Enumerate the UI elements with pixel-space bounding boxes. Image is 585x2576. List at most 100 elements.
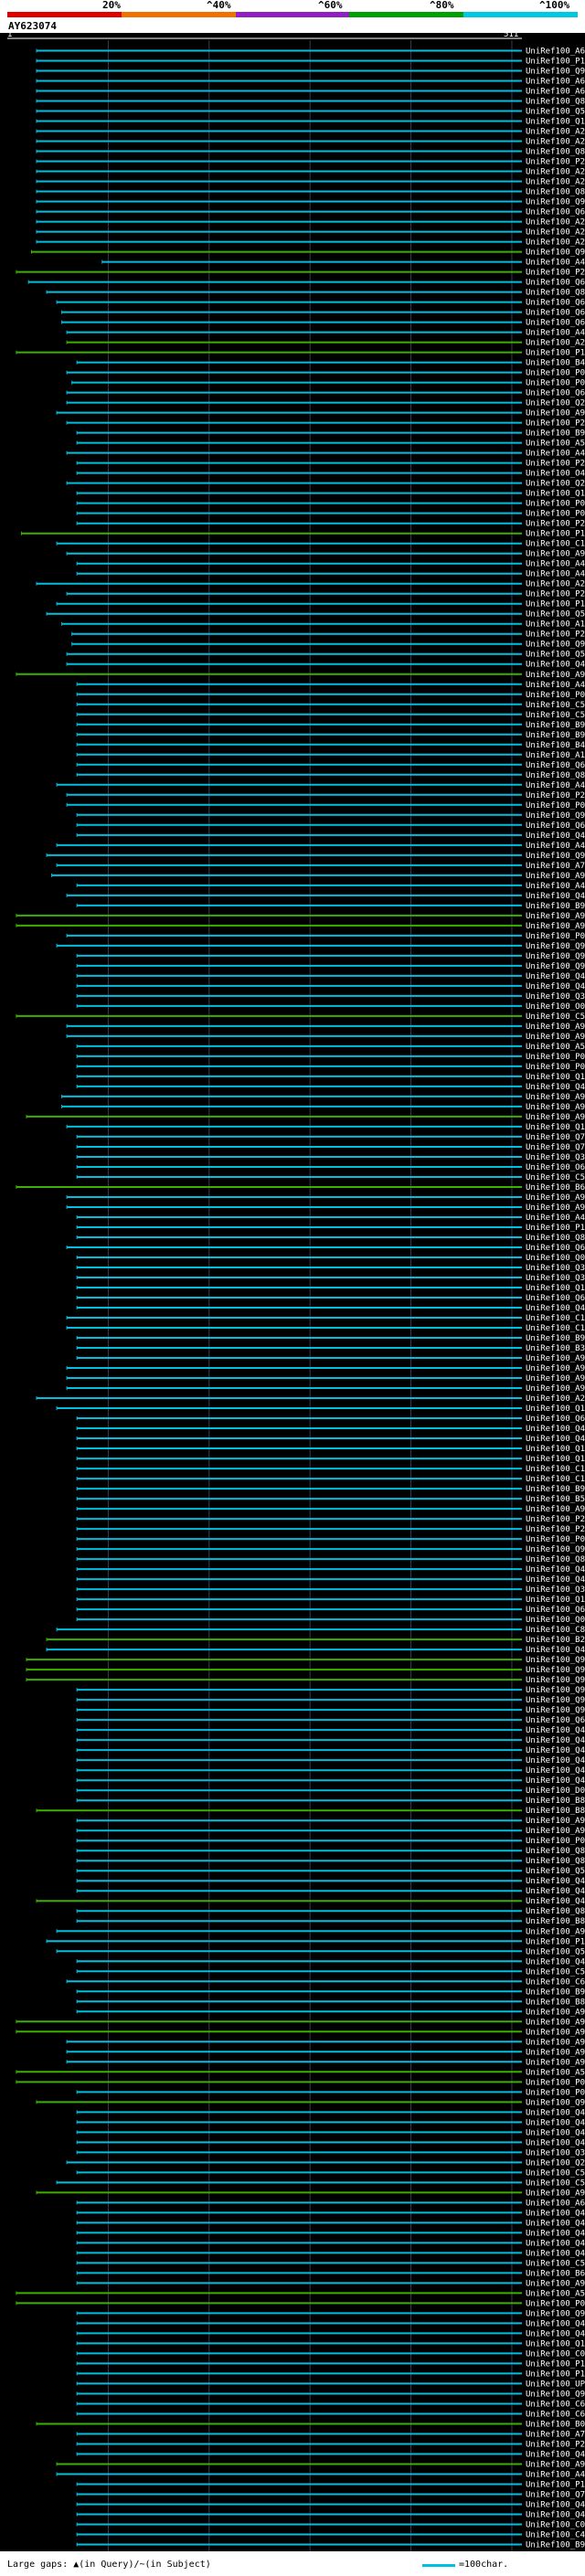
hit-label[interactable]: UniRef100_Q64442 — [526, 1294, 585, 1303]
hit-label[interactable]: UniRef100_Q39768 — [526, 992, 585, 1002]
hit-label[interactable]: UniRef100_A9NL12 — [526, 1203, 585, 1213]
hit-label[interactable]: UniRef100_A4QPK6 — [526, 560, 585, 569]
hit-label[interactable]: UniRef100_Q40961 — [526, 661, 585, 670]
hit-label[interactable]: UniRef100_A4QPK8 — [526, 329, 585, 338]
hit-label[interactable]: UniRef100_A9NG15 — [526, 1827, 585, 1836]
hit-label[interactable]: UniRef100_Q64443 — [526, 1606, 585, 1615]
hit-label[interactable]: UniRef100_Q8LK60 — [526, 771, 585, 780]
hit-label[interactable]: UniRef100_Q40857 — [526, 2450, 585, 2459]
hit-label[interactable]: UniRef100_P27490 — [526, 1515, 585, 1524]
hit-label[interactable]: UniRef100_Q4VY61 — [526, 2219, 585, 2228]
hit-label[interactable]: UniRef100_A2SY35 — [526, 168, 585, 177]
hit-label[interactable]: UniRef100_A4QPK4 — [526, 570, 585, 579]
hit-label[interactable]: UniRef100_A9RBQ5 — [526, 1817, 585, 1826]
hit-label[interactable]: UniRef100_Q40956 — [526, 972, 585, 981]
hit-label[interactable]: UniRef100_Q41423 — [526, 2329, 585, 2338]
hit-label[interactable]: UniRef100_Q7X5P5 — [526, 1143, 585, 1152]
hit-label[interactable]: UniRef100_Q1WLW0 — [526, 118, 585, 127]
hit-label[interactable]: UniRef100_P04780 — [526, 500, 585, 509]
hit-label[interactable]: UniRef100_Q64450 — [526, 299, 585, 308]
hit-label[interactable]: UniRef100_P04782 — [526, 379, 585, 388]
hit-label[interactable]: UniRef100_A9NFD6 — [526, 1093, 585, 1102]
hit-label[interactable]: UniRef100_P12332 — [526, 2480, 585, 2489]
hit-label[interactable]: UniRef100_Q9XF73 — [526, 1676, 585, 1685]
hit-label[interactable]: UniRef100_A4QP13 — [526, 2470, 585, 2479]
hit-label[interactable]: UniRef100_Q67TG5 — [526, 1716, 585, 1725]
hit-label[interactable]: UniRef100_Q40831 — [526, 1897, 585, 1906]
hit-label[interactable]: UniRef100_Q4VY52 — [526, 892, 585, 901]
hit-label[interactable]: UniRef100_C5X0B3 — [526, 2168, 585, 2178]
hit-label[interactable]: UniRef100_A2S947 — [526, 128, 585, 137]
hit-label[interactable]: UniRef100_Q4VY59 — [526, 2229, 585, 2238]
hit-label[interactable]: UniRef100_A2SY45 — [526, 239, 585, 248]
hit-label[interactable]: UniRef100_Q2XTE6 — [526, 480, 585, 489]
hit-label[interactable]: UniRef100_Q41787 — [526, 1957, 585, 1966]
hit-label[interactable]: UniRef100_B8XLF1 — [526, 1797, 585, 1806]
hit-label[interactable]: UniRef100_Q41422 — [526, 2118, 585, 2127]
hit-label[interactable]: UniRef100_A6N154 — [526, 2199, 585, 2208]
hit-label[interactable]: UniRef100_P07371 — [526, 1535, 585, 1544]
hit-label[interactable]: UniRef100_A2SY34 — [526, 1394, 585, 1404]
hit-label[interactable]: UniRef100_B6T1M1 — [526, 1183, 585, 1193]
hit-label[interactable]: UniRef100_B4FUA1 — [526, 359, 585, 368]
hit-label[interactable]: UniRef100_A9P5K2 — [526, 1505, 585, 1514]
hit-label[interactable]: UniRef100_Q93X94 — [526, 1545, 585, 1554]
hit-label[interactable]: UniRef100_A4QPL1 — [526, 259, 585, 268]
hit-label[interactable]: UniRef100_Q4VY60 — [526, 2500, 585, 2509]
hit-label[interactable]: UniRef100_Q9SHR7 — [526, 1696, 585, 1705]
hit-label[interactable]: UniRef100_Q67TH0 — [526, 1244, 585, 1253]
hit-label[interactable]: UniRef100_C4L2S1 — [526, 2530, 585, 2539]
hit-label[interactable]: UniRef100_B5U419 — [526, 1495, 585, 1504]
hit-label[interactable]: UniRef100_Q04437 — [526, 1254, 585, 1263]
hit-label[interactable]: UniRef100_P12331 — [526, 1937, 585, 1946]
hit-label[interactable]: UniRef100_P04779 — [526, 2088, 585, 2097]
hit-label[interactable]: UniRef100_C5TLM4 — [526, 1012, 585, 1022]
hit-label[interactable]: UniRef100_B9GSZ2 — [526, 731, 585, 740]
hit-label[interactable]: UniRef100_A9NMM9 — [526, 1927, 585, 1936]
hit-label[interactable]: UniRef100_Q67TH7 — [526, 1415, 585, 1424]
hit-label[interactable]: UniRef100_A2SY44 — [526, 228, 585, 238]
hit-label[interactable]: UniRef100_A5BPB2 — [526, 1043, 585, 1052]
hit-label[interactable]: UniRef100_P06671 — [526, 801, 585, 811]
hit-label[interactable]: UniRef100_A6L270 — [526, 78, 585, 87]
hit-label[interactable]: UniRef100_A9NZL0 — [526, 1364, 585, 1373]
hit-label[interactable]: UniRef100_P06221 — [526, 691, 585, 700]
hit-label[interactable]: UniRef100_C0PQV4 — [526, 2349, 585, 2359]
hit-label[interactable]: UniRef100_A2SY36 — [526, 178, 585, 187]
hit-label[interactable]: UniRef100_Q9SFU8 — [526, 811, 585, 821]
hit-label[interactable]: UniRef100_C5YFT7 — [526, 1173, 585, 1182]
hit-label[interactable]: UniRef100_P04783 — [526, 510, 585, 519]
hit-label[interactable]: UniRef100_Q4VY50 — [526, 1575, 585, 1585]
hit-label[interactable]: UniRef100_A9NPZ2 — [526, 1023, 585, 1032]
hit-label[interactable]: UniRef100_A9PF87 — [526, 2028, 585, 2037]
hit-label[interactable]: UniRef100_Q39713 — [526, 2148, 585, 2157]
hit-label[interactable]: UniRef100_C1LZL2 — [526, 540, 585, 549]
hit-label[interactable]: UniRef100_Q4VY56 — [526, 1425, 585, 1434]
hit-label[interactable]: UniRef100_A2SY48 — [526, 138, 585, 147]
hit-label[interactable]: UniRef100_P12470 — [526, 349, 585, 358]
hit-label[interactable]: UniRef100_Q9SME9 — [526, 2309, 585, 2318]
hit-label[interactable]: UniRef100_P09756 — [526, 2078, 585, 2087]
hit-label[interactable]: UniRef100_Q40769 — [526, 1435, 585, 1444]
hit-label[interactable]: UniRef100_B6TZV9 — [526, 2269, 585, 2278]
hit-label[interactable]: UniRef100_A4QPK9 — [526, 450, 585, 459]
hit-label[interactable]: UniRef100_P09963 — [526, 2299, 585, 2308]
hit-label[interactable]: UniRef100_P20866 — [526, 791, 585, 800]
hit-label[interactable]: UniRef100_Q9C8Z5 — [526, 952, 585, 961]
hit-label[interactable]: UniRef100_Q9SZ87 — [526, 962, 585, 971]
hit-label[interactable]: UniRef100_Q677F6 — [526, 822, 585, 831]
hit-label[interactable]: UniRef100_Q1EPX5 — [526, 1073, 585, 1082]
hit-label[interactable]: UniRef100_Q43296 — [526, 1646, 585, 1655]
hit-label[interactable]: UniRef100_A2SY33 — [526, 580, 585, 589]
hit-label[interactable]: UniRef100_A4F3R4 — [526, 1214, 585, 1223]
hit-label[interactable]: UniRef100_P27517 — [526, 631, 585, 640]
hit-label[interactable]: UniRef100_P27495 — [526, 520, 585, 529]
hit-label[interactable]: UniRef100_C8SPS1 — [526, 1626, 585, 1635]
hit-label[interactable]: UniRef100_B9T405 — [526, 1485, 585, 1494]
hit-label[interactable]: UniRef100_Q9XF96 — [526, 1666, 585, 1675]
hit-label[interactable]: UniRef100_Q40858 — [526, 1877, 585, 1886]
hit-label[interactable]: UniRef100_P07369 — [526, 369, 585, 378]
hit-label[interactable]: UniRef100_A9SQM1 — [526, 671, 585, 680]
hit-label[interactable]: UniRef100_Q4VY48 — [526, 1746, 585, 1755]
hit-label[interactable]: UniRef100_B8Y162 — [526, 1807, 585, 1816]
